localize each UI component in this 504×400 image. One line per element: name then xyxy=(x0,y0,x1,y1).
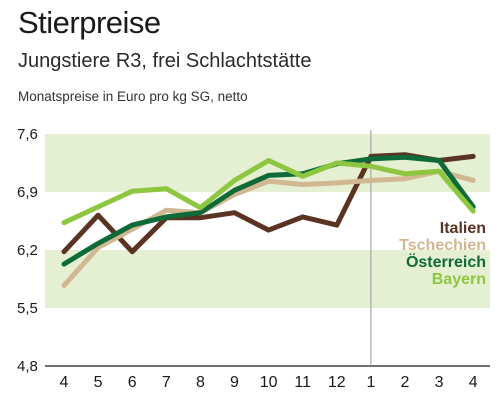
series-line-tschechien xyxy=(61,168,476,289)
x-tick-label: 12 xyxy=(328,374,346,391)
y-tick-labels: 7,6 6,9 6,2 5,5 4,8 xyxy=(17,126,38,375)
x-tick-label: 7 xyxy=(162,374,171,391)
background-bands xyxy=(45,134,490,308)
axis xyxy=(45,130,490,367)
legend-label: Italien xyxy=(440,220,486,237)
x-tick-label: 1 xyxy=(366,374,375,391)
x-tick-label: 5 xyxy=(94,374,103,391)
x-tick-label: 8 xyxy=(196,374,205,391)
y-tick-label: 5,5 xyxy=(17,300,38,317)
x-tick-label: 3 xyxy=(435,374,444,391)
chart-subtitle: Jungstiere R3, frei Schlachtstätte xyxy=(18,50,311,72)
x-tick-label: 11 xyxy=(294,374,311,391)
y-tick-label: 6,2 xyxy=(17,242,38,259)
legend-label: Bayern xyxy=(432,271,486,288)
x-tick-label: 6 xyxy=(128,374,137,391)
y-tick-label: 6,9 xyxy=(17,184,38,201)
series-lines xyxy=(61,152,476,289)
band-1 xyxy=(45,250,490,308)
series-line-österreich xyxy=(61,154,476,267)
x-tick-label: 4 xyxy=(60,374,69,391)
chart-title: Stierpreise xyxy=(18,5,161,40)
x-tick-label: 9 xyxy=(230,374,239,391)
series-line-bayern xyxy=(61,158,476,226)
x-tick-labels: 4 5 6 7 8 9 10 11 12 1 2 3 4 xyxy=(60,374,478,391)
x-tick-label: 4 xyxy=(469,374,478,391)
chart-y-caption: Monatspreise in Euro pro kg SG, netto xyxy=(18,89,248,104)
y-tick-label: 4,8 xyxy=(17,358,38,375)
legend-label: Tschechien xyxy=(399,237,486,254)
x-tick-label: 10 xyxy=(260,374,278,391)
y-tick-label: 7,6 xyxy=(17,126,38,143)
legend-label: Österreich xyxy=(406,252,486,271)
x-tick-label: 2 xyxy=(401,374,410,391)
